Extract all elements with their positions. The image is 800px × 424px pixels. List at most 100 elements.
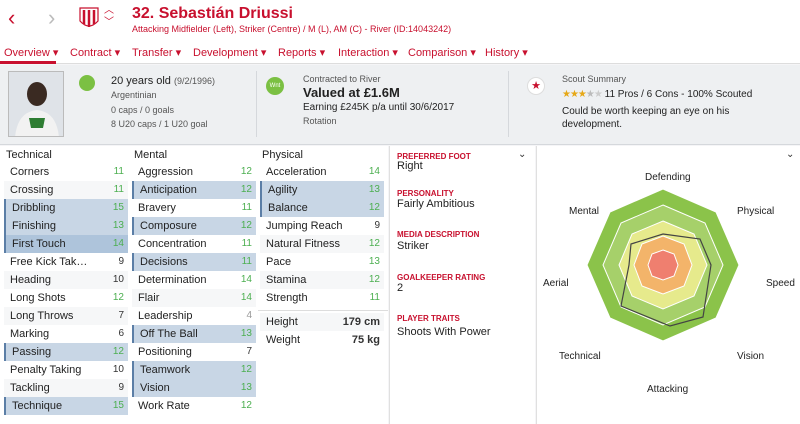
attr-value: 12 (240, 400, 252, 411)
attr-row[interactable]: Long Shots 12 (4, 289, 128, 307)
attr-row[interactable]: Pace 13 (260, 253, 384, 271)
attr-label: Agility (268, 184, 298, 196)
radar-label-aerial: Aerial (543, 278, 569, 289)
attr-label: Leadership (138, 310, 193, 322)
player-photo (8, 71, 64, 137)
attr-row[interactable]: Concentration 11 (132, 235, 256, 253)
tab-overview[interactable]: Overview ▾ (4, 47, 59, 59)
attr-value: 13 (112, 220, 124, 231)
attr-row[interactable]: Determination 14 (132, 271, 256, 289)
attr-row-key[interactable]: Composure 12 (132, 217, 256, 235)
chevron-down-icon[interactable]: ⌄ (518, 149, 527, 160)
attr-row[interactable]: Heading 10 (4, 271, 128, 289)
header: ‹ › ︿ ﹀ 32. Sebastián Driussi Attacking M… (0, 0, 800, 40)
up-down-chevrons-icon[interactable]: ︿ ﹀ (104, 5, 114, 28)
attr-row-key[interactable]: Dribbling 15 (4, 199, 128, 217)
attr-row-key[interactable]: Anticipation 12 (132, 181, 256, 199)
goalkeeper-rating-value: 2 (397, 282, 404, 294)
attr-row[interactable]: Strength 11 (260, 289, 384, 307)
scout-summary-row: ★★★★★ 11 Pros / 6 Cons - 100% Scouted (562, 89, 752, 100)
attr-label: Work Rate (138, 400, 190, 412)
attr-row[interactable]: Flair 14 (132, 289, 256, 307)
tab-transfer[interactable]: Transfer ▾ (132, 47, 182, 59)
attr-label: Balance (268, 202, 308, 214)
attr-value: 12 (368, 238, 380, 249)
dob: (9/2/1996) (174, 76, 216, 86)
attr-row[interactable]: Long Throws 7 (4, 307, 128, 325)
attr-row[interactable]: Marking 6 (4, 325, 128, 343)
attr-row[interactable]: Penalty Taking 10 (4, 361, 128, 379)
attr-row[interactable]: Acceleration 14 (260, 163, 384, 181)
attr-value: 10 (112, 364, 124, 375)
attr-row[interactable]: Work Rate 12 (132, 397, 256, 415)
attr-value: 7 (246, 346, 252, 357)
attr-value: 11 (113, 166, 124, 177)
scout-summary-title: Scout Summary (562, 74, 627, 84)
age: 20 years old (9/2/1996) (111, 75, 216, 87)
radar-label-attacking: Attacking (647, 384, 689, 395)
attr-value: 12 (240, 364, 252, 375)
attr-row[interactable]: Leadership 4 (132, 307, 256, 325)
attr-row[interactable]: Crossing 11 (4, 181, 128, 199)
attr-row[interactable]: Stamina 12 (260, 271, 384, 289)
attr-row[interactable]: Free Kick Tak… 9 (4, 253, 128, 271)
player-subtitle: Attacking Midfielder (Left), Striker (Ce… (132, 24, 452, 34)
radar-label-physical: Physical (737, 206, 775, 217)
attr-row-key[interactable]: Technique 15 (4, 397, 128, 415)
attr-row-key[interactable]: Teamwork 12 (132, 361, 256, 379)
attr-row[interactable]: Corners 11 (4, 163, 128, 181)
attr-row-key[interactable]: Balance 12 (260, 199, 384, 217)
preferred-foot-value: Right (397, 160, 423, 172)
attr-value: 12 (240, 166, 252, 177)
attr-row-key[interactable]: Passing 12 (4, 343, 128, 361)
tab-history[interactable]: History ▾ (485, 47, 528, 59)
tab-bar: Overview ▾ Contract ▾ Transfer ▾ Develop… (0, 40, 800, 64)
attr-row-key[interactable]: Off The Ball 13 (132, 325, 256, 343)
tab-interaction[interactable]: Interaction ▾ (338, 47, 398, 59)
attr-label: Heading (10, 274, 51, 286)
attr-value: 10 (112, 274, 124, 285)
attr-row-key[interactable]: Vision 13 (132, 379, 256, 397)
attr-row[interactable]: Tackling 9 (4, 379, 128, 397)
attr-value: 6 (118, 328, 124, 339)
attr-label: Positioning (138, 346, 192, 358)
back-chevron-icon[interactable]: ‹ (8, 5, 16, 30)
chevron-down-icon[interactable]: ⌄ (786, 149, 795, 160)
attr-value: 15 (112, 202, 124, 213)
attr-row[interactable]: Aggression 12 (132, 163, 256, 181)
tab-contract[interactable]: Contract ▾ (70, 47, 121, 59)
weight-row: Weight 75 kg (260, 331, 384, 349)
scout-comment: Could be worth keeping an eye on his dev… (562, 106, 730, 130)
forward-chevron-icon[interactable]: › (48, 5, 56, 30)
attr-row[interactable]: Natural Fitness 12 (260, 235, 384, 253)
attr-row-key[interactable]: Decisions 11 (132, 253, 256, 271)
attr-label: Flair (138, 292, 160, 304)
weight-label: Weight (266, 334, 301, 346)
attr-value: 11 (369, 292, 380, 303)
player-traits-value: Shoots With Power (397, 326, 491, 338)
attr-value: 12 (368, 274, 380, 285)
attr-value: 4 (246, 310, 252, 321)
attr-label: Crossing (10, 184, 54, 196)
tab-comparison[interactable]: Comparison ▾ (408, 47, 476, 59)
attr-row-key[interactable]: Agility 13 (260, 181, 384, 199)
divider (258, 310, 388, 311)
attr-value: 12 (240, 220, 252, 231)
caps: 0 caps / 0 goals (111, 105, 175, 115)
attr-label: Finishing (12, 220, 57, 232)
attr-row-key[interactable]: Finishing 13 (4, 217, 128, 235)
attr-value: 13 (240, 328, 252, 339)
attr-row[interactable]: Bravery 11 (132, 199, 256, 217)
attr-value: 13 (368, 184, 380, 195)
active-tab-indicator (0, 61, 56, 64)
attr-label: Passing (12, 346, 52, 358)
attr-row[interactable]: Jumping Reach 9 (260, 217, 384, 235)
attr-row-key[interactable]: First Touch 14 (4, 235, 128, 253)
attr-row[interactable]: Positioning 7 (132, 343, 256, 361)
divider (508, 71, 509, 137)
tab-development[interactable]: Development ▾ (193, 47, 267, 59)
attr-value: 9 (374, 220, 380, 231)
tab-reports[interactable]: Reports ▾ (278, 47, 326, 59)
attr-label: Jumping Reach (266, 220, 343, 232)
scout-star-icon: ★ (527, 77, 545, 95)
